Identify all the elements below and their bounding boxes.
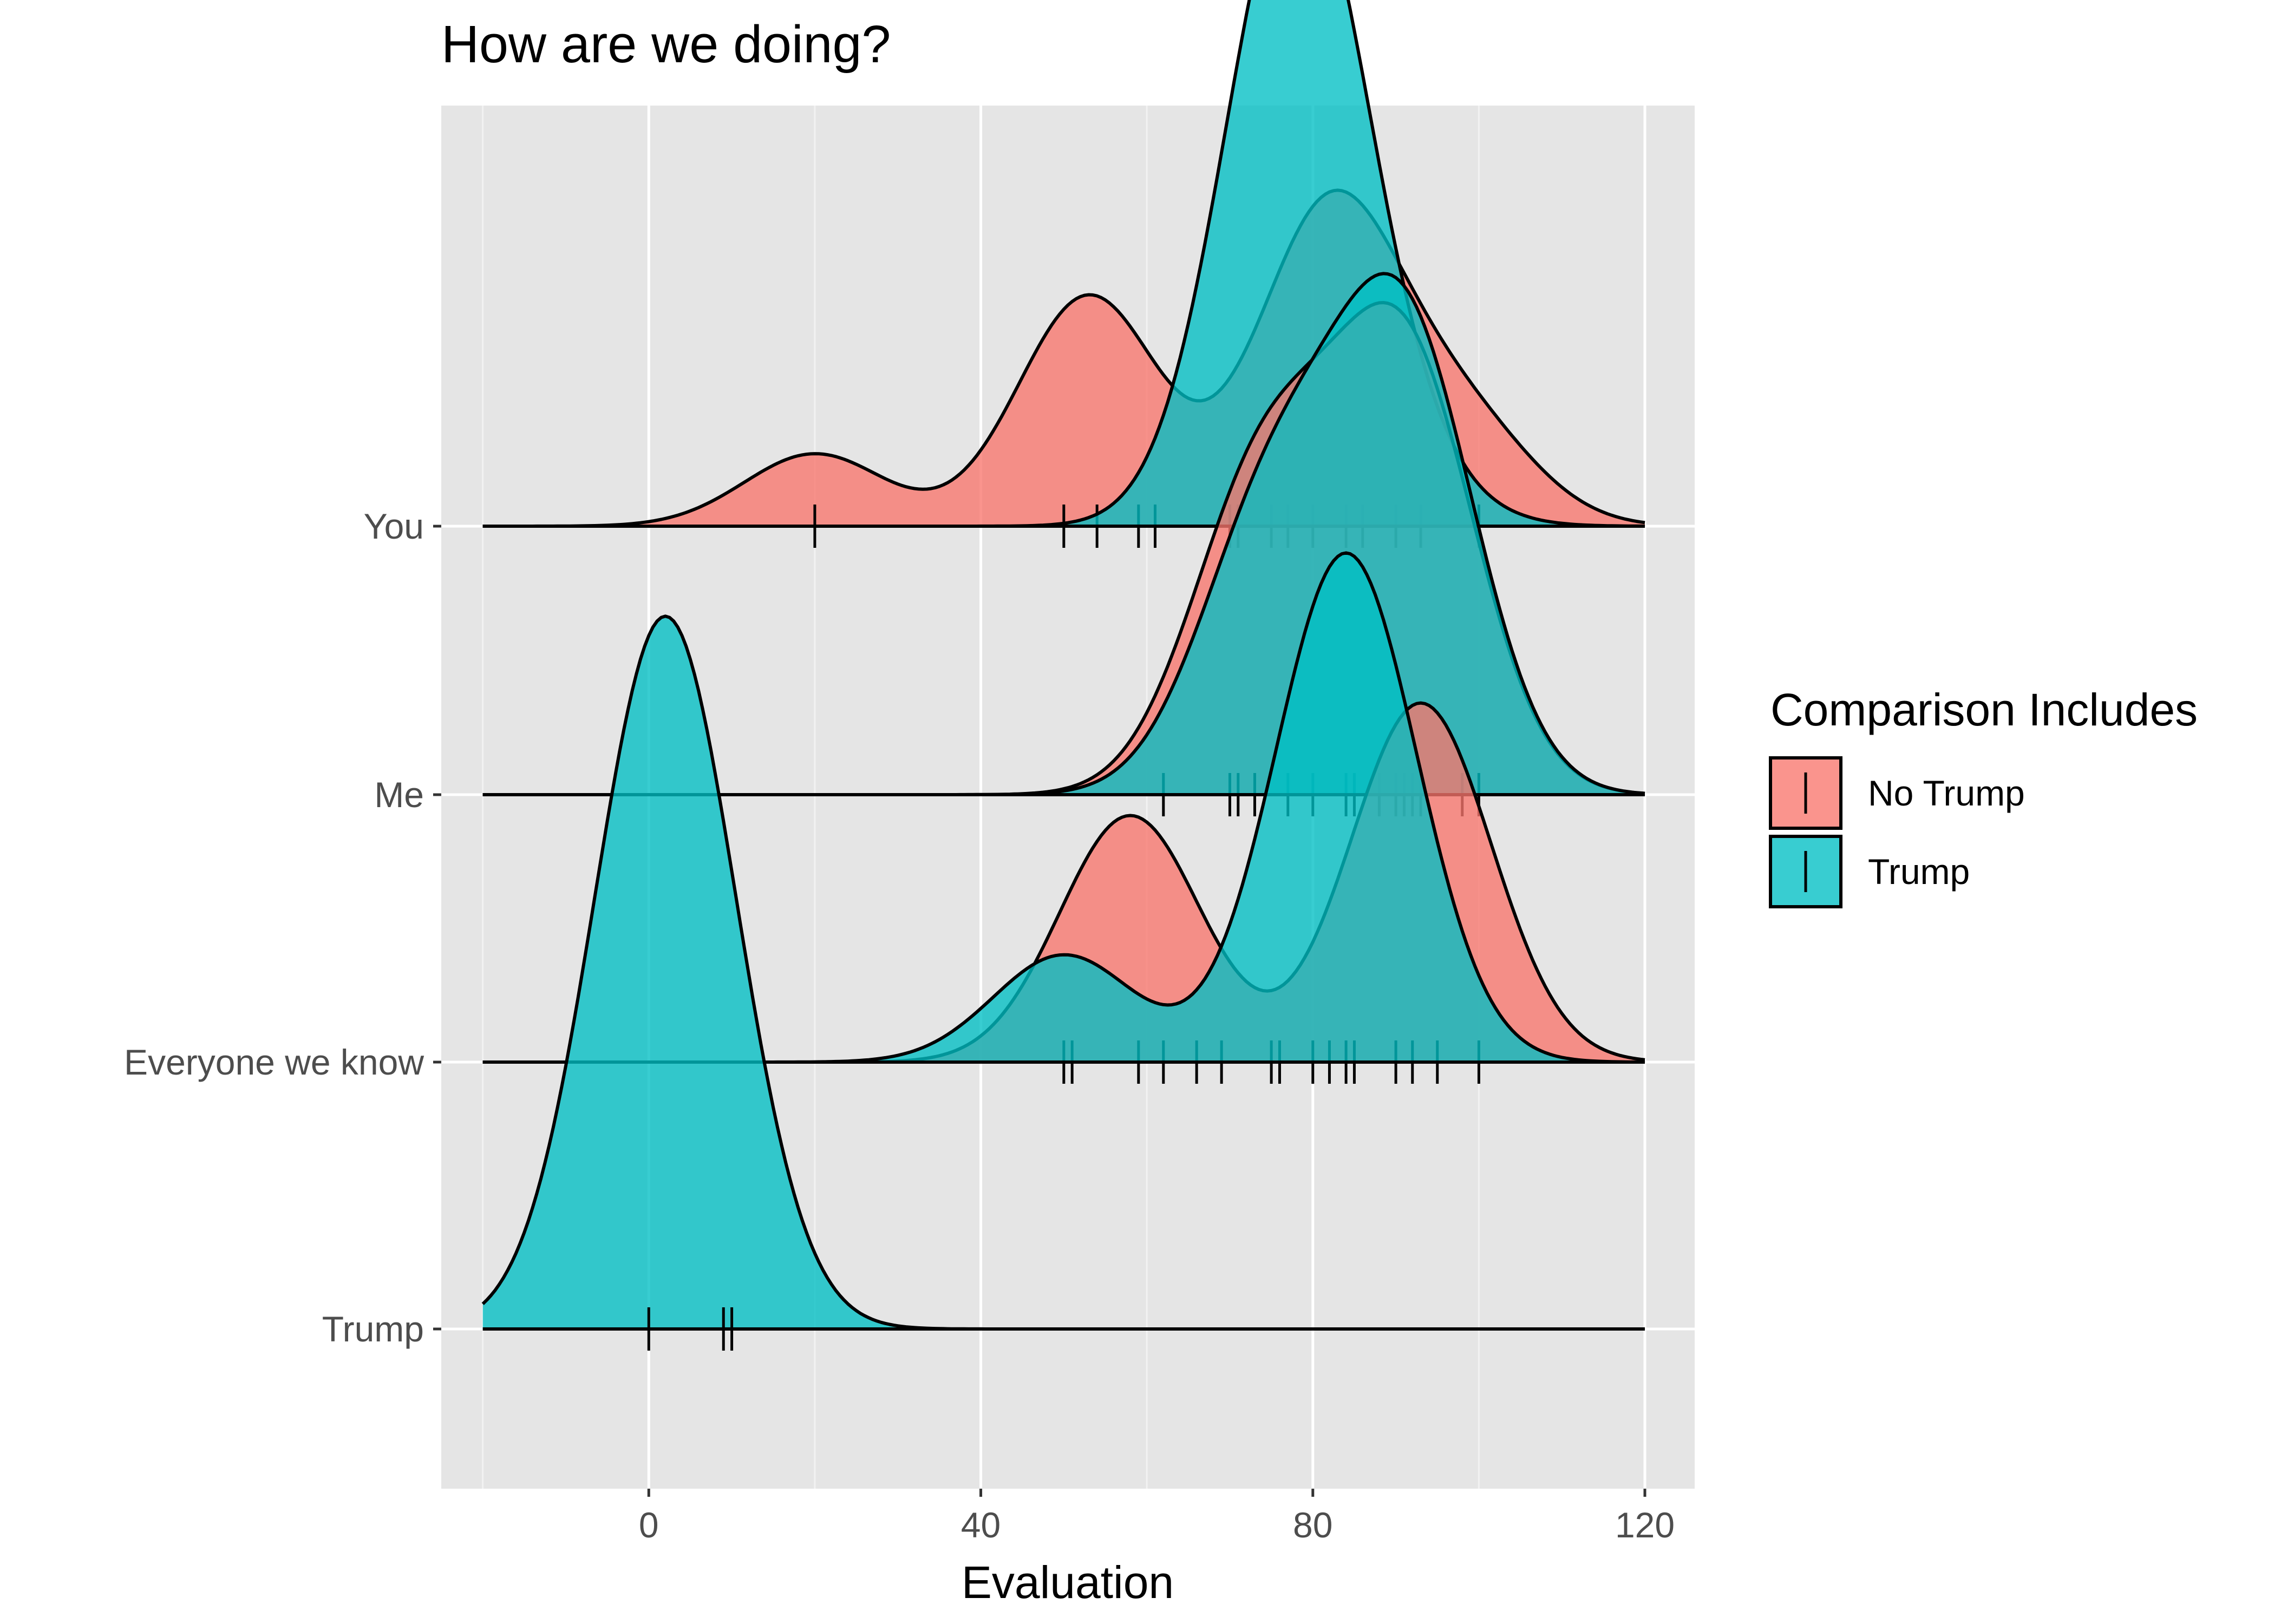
x-tick-label: 40	[961, 1505, 1001, 1545]
legend-label-trump: Trump	[1868, 852, 1970, 892]
density-layer	[481, 0, 1645, 1351]
ridge-row-trump	[481, 614, 1645, 1351]
legend: Comparison Includes No Trump Trump	[1769, 684, 2198, 908]
legend-entry-no-trump: No Trump	[1769, 756, 2025, 830]
chart-title: How are we doing?	[441, 15, 891, 74]
density-area-trump	[482, 616, 1645, 1329]
legend-title: Comparison Includes	[1770, 684, 2198, 735]
x-tick-label: 0	[639, 1505, 659, 1545]
y-tick-label: Trump	[322, 1309, 424, 1349]
x-tick-label: 120	[1615, 1505, 1675, 1545]
y-tick-label: Everyone we know	[124, 1042, 424, 1082]
y-tick-label: Me	[374, 775, 424, 815]
x-tick-label: 80	[1293, 1505, 1332, 1545]
density-area-trump	[482, 553, 1645, 1062]
legend-label-no-trump: No Trump	[1868, 773, 2025, 813]
density-outline-no-trump	[482, 188, 1645, 528]
legend-entry-trump: Trump	[1769, 835, 1970, 908]
axes: 0 40 80 120 Trump Everyone we know Me You	[124, 506, 1675, 1545]
x-axis-title: Evaluation	[962, 1557, 1174, 1608]
y-tick-label: You	[364, 506, 424, 546]
